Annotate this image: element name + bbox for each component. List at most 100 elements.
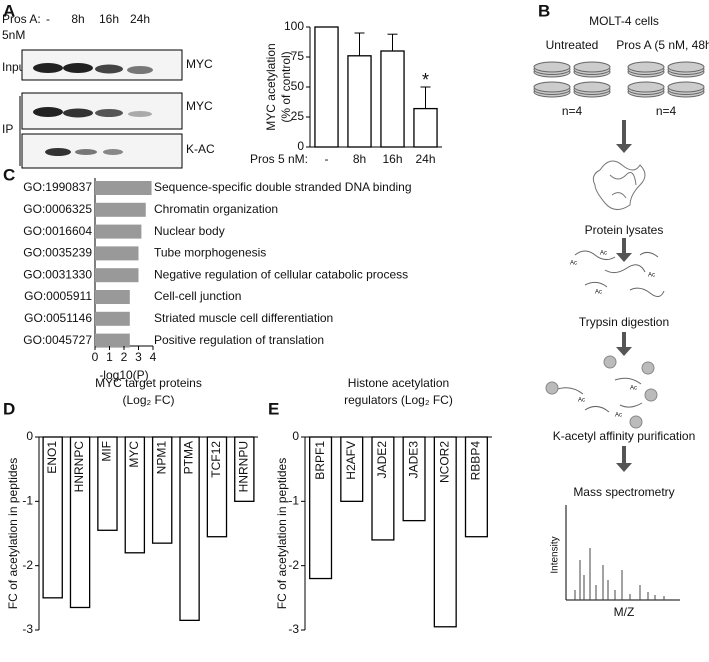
bar bbox=[347, 55, 372, 148]
x-axis-label: -log10(P) bbox=[99, 368, 148, 382]
dish bbox=[573, 81, 611, 93]
bar bbox=[433, 436, 457, 628]
bar bbox=[179, 436, 200, 622]
y-tick-label: 25 bbox=[291, 109, 305, 123]
arrow-head bbox=[616, 347, 632, 356]
bar bbox=[95, 224, 142, 239]
bar-description: Tube morphogenesis bbox=[154, 246, 266, 260]
blot: Pros A: - 8h 16h 24h 5nM Input IP MYC MY… bbox=[2, 12, 215, 169]
bar bbox=[340, 436, 364, 502]
panel-label: E bbox=[268, 399, 279, 418]
y-tick-label: GO:0045727 bbox=[23, 333, 92, 347]
x-tick-label: 8h bbox=[353, 152, 366, 166]
y-tick-label: GO:0051146 bbox=[24, 311, 92, 325]
bar bbox=[380, 50, 405, 148]
band bbox=[33, 63, 63, 73]
x-tick-label: NCOR2 bbox=[437, 441, 451, 483]
x-tick-label: RBBP4 bbox=[469, 441, 483, 481]
band bbox=[63, 63, 93, 73]
ac-label: Ac bbox=[578, 398, 585, 404]
step-label: K-acetyl affinity purification bbox=[553, 429, 696, 443]
blot-dose: 5nM bbox=[2, 28, 25, 42]
x-tick-label: JADE2 bbox=[375, 441, 389, 479]
x-tick-label: PTMA bbox=[182, 441, 196, 474]
x-tick-label: MYC bbox=[127, 441, 141, 468]
x-tick-label: BRPF1 bbox=[313, 441, 327, 480]
bar bbox=[413, 107, 438, 148]
y-tick-label: 100 bbox=[284, 19, 304, 33]
x-tick-label: 16h bbox=[382, 152, 402, 166]
bar-description: Chromatin organization bbox=[154, 202, 278, 216]
blot-row-label: MYC bbox=[186, 57, 213, 71]
bead bbox=[545, 381, 559, 395]
lane-label: 24h bbox=[130, 12, 150, 26]
bar bbox=[42, 436, 63, 599]
y-tick-label: 75 bbox=[291, 49, 305, 63]
dish bbox=[573, 61, 611, 73]
y-tick-label: 0 bbox=[297, 139, 304, 153]
bar bbox=[314, 26, 339, 148]
bar bbox=[309, 436, 333, 580]
blot-treatment: Pros A: bbox=[2, 12, 41, 26]
x-tick-label: - bbox=[325, 152, 329, 166]
peptides bbox=[574, 250, 665, 297]
bar-description: Striated muscle cell differentiation bbox=[154, 311, 333, 325]
bar-description: Positive regulation of translation bbox=[154, 333, 324, 347]
bar-description: Sequence-specific double stranded DNA bi… bbox=[154, 180, 412, 194]
panel-label: D bbox=[3, 399, 15, 418]
y-tick-label: GO:0035239 bbox=[23, 246, 92, 260]
bar bbox=[206, 436, 228, 538]
bar bbox=[95, 246, 139, 261]
bar bbox=[95, 333, 130, 348]
bead bbox=[641, 361, 655, 375]
x-tick-label: JADE3 bbox=[406, 441, 420, 479]
replicate-label: n=4 bbox=[562, 104, 583, 118]
step-label: Protein lysates bbox=[585, 223, 664, 237]
bar bbox=[124, 436, 146, 554]
y-tick-label: 0 bbox=[292, 429, 299, 443]
x-tick-label: 24h bbox=[415, 152, 435, 166]
y-tick-label: -3 bbox=[288, 622, 299, 636]
y-tick-label: GO:1990837 bbox=[23, 180, 92, 194]
ac-label: Ac bbox=[648, 273, 655, 279]
band bbox=[63, 108, 93, 118]
bead bbox=[603, 355, 617, 369]
bead bbox=[644, 388, 658, 402]
bar bbox=[151, 436, 173, 544]
dish bbox=[627, 81, 665, 93]
bar bbox=[95, 311, 130, 326]
step-label: Trypsin digestion bbox=[579, 315, 669, 329]
x-tick-label: NPM1 bbox=[154, 441, 168, 475]
bar bbox=[95, 202, 146, 217]
y-tick-label: -1 bbox=[22, 494, 33, 508]
ac-label: Ac bbox=[595, 290, 602, 296]
y-axis-label: MYC acetylation bbox=[264, 43, 278, 130]
x-tick-label: H2AFV bbox=[344, 441, 358, 480]
band bbox=[128, 111, 152, 117]
ac-label: Ac bbox=[630, 386, 637, 392]
dish bbox=[667, 61, 705, 73]
y-tick-label: 0 bbox=[26, 429, 33, 443]
x-tick-label: 4 bbox=[150, 350, 157, 364]
chart-title: Histone acetylation bbox=[348, 376, 449, 390]
blot-row-label: K-AC bbox=[186, 142, 215, 156]
lane-label: 8h bbox=[71, 12, 84, 26]
arrow-head bbox=[616, 463, 632, 472]
band bbox=[127, 66, 153, 74]
workflow: MOLT-4 cells Untreated Pros A (5 nM, 48h… bbox=[545, 14, 709, 619]
bar bbox=[95, 290, 130, 304]
bar bbox=[95, 181, 152, 195]
band bbox=[45, 148, 71, 156]
bar bbox=[97, 436, 118, 531]
step-label: Mass spectrometry bbox=[573, 485, 674, 499]
y-tick-label: GO:0016604 bbox=[23, 224, 92, 238]
band bbox=[103, 149, 123, 155]
band bbox=[95, 109, 123, 117]
x-tick-label: HNRNPU bbox=[236, 441, 250, 492]
arrow-head bbox=[616, 253, 632, 262]
band bbox=[95, 64, 123, 74]
band bbox=[33, 107, 63, 117]
ac-label: Ac bbox=[570, 261, 577, 267]
bar bbox=[69, 436, 91, 609]
